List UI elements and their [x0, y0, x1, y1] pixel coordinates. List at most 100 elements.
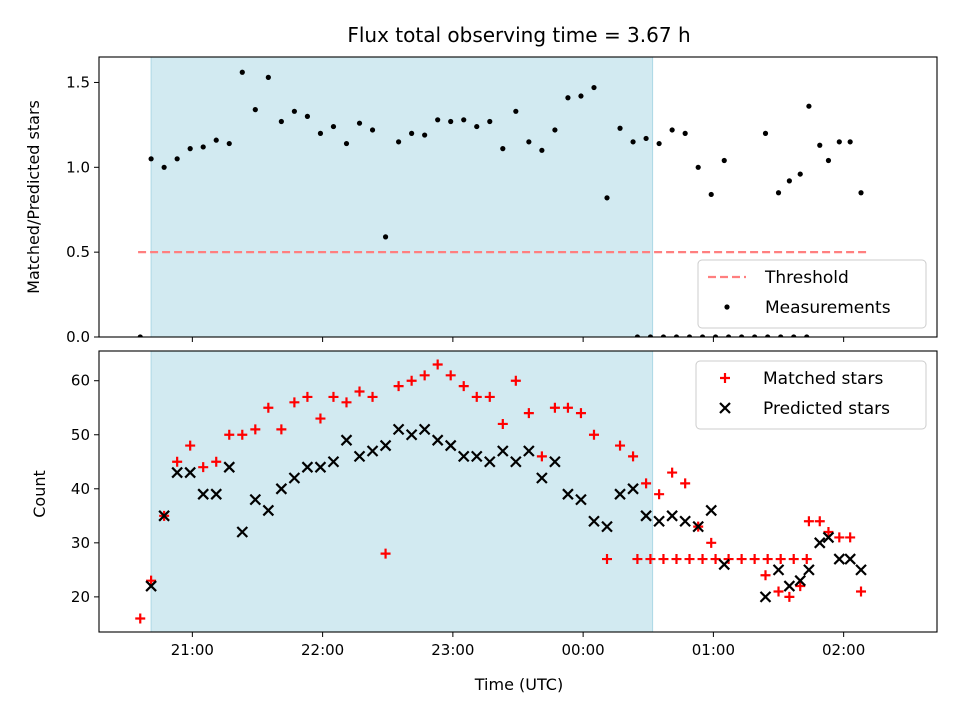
measurements-point	[252, 107, 258, 113]
measurements-point	[161, 164, 167, 170]
measurements-point	[739, 334, 745, 337]
measurements-point	[187, 146, 193, 152]
measurements-point	[382, 234, 389, 240]
predicted-stars-point	[431, 434, 444, 446]
measurements-point	[797, 171, 803, 177]
measurements-point	[804, 334, 810, 337]
x-tick-label: 21:00	[171, 641, 214, 659]
bottom-panel: 20 30 40 50 60 21:00 22:00 23:00 00:00 01:00 02:00…	[71, 350, 938, 659]
matched-stars-point	[834, 532, 845, 543]
predicted-stars-point	[679, 515, 691, 527]
measurements-point	[669, 127, 675, 133]
legend-label: Matched stars	[763, 369, 883, 389]
measurements-point	[239, 69, 245, 75]
predicted-stars-point	[145, 580, 157, 592]
measurements-point	[591, 84, 597, 91]
measurements-point	[762, 130, 769, 136]
x-axis-label: Time (UTC)	[474, 675, 563, 694]
top-data-layer	[137, 69, 870, 337]
predicted-stars-point	[327, 456, 340, 468]
bottom-y-tick-label: 60	[71, 372, 90, 390]
matched-stars-point	[380, 548, 391, 559]
predicted-stars-point	[653, 515, 665, 527]
measurements-point	[806, 103, 812, 109]
measurements-point	[369, 127, 376, 133]
measurements-point	[278, 118, 284, 125]
measurements-point	[656, 140, 662, 147]
matched-stars-point	[445, 370, 456, 381]
measurements-point	[148, 156, 154, 162]
x-tick-label: 01:00	[692, 641, 735, 659]
measurements-point	[634, 334, 641, 337]
matched-stars-point	[628, 451, 639, 462]
legend-measurements-swatch	[724, 304, 730, 310]
matched-stars-point	[315, 413, 326, 424]
predicted-stars-point	[640, 510, 652, 522]
bottom-y-tick-label: 50	[71, 426, 90, 444]
matched-stars-point	[602, 554, 613, 565]
matched-stars-point	[484, 391, 495, 402]
measurements-point	[682, 130, 688, 136]
matched-stars-point	[632, 554, 643, 565]
measurements-point	[539, 147, 545, 153]
matched-stars-point	[276, 424, 287, 435]
measurements-point	[721, 157, 727, 164]
matched-stars-point	[562, 402, 573, 413]
top-y-tick-label: 0.0	[66, 328, 90, 346]
matched-stars-point	[710, 554, 721, 565]
measurements-point	[660, 334, 667, 337]
predicted-stars-point	[275, 483, 288, 495]
bottom-y-axis-label: Count	[30, 470, 49, 518]
measurements-point	[708, 191, 714, 198]
x-tick-label: 02:00	[822, 641, 865, 659]
predicted-stars-point	[803, 564, 815, 576]
predicted-stars-point	[366, 445, 379, 457]
measurements-point	[226, 140, 232, 147]
matched-stars-point	[654, 489, 665, 500]
measurements-point	[578, 93, 584, 99]
legend-box	[695, 360, 927, 430]
matched-stars-point	[773, 586, 784, 597]
bottom-legend: Matched stars Predicted stars	[695, 360, 927, 430]
measurements-point	[673, 334, 680, 337]
predicted-stars-point	[353, 450, 366, 463]
measurements-point	[552, 127, 558, 133]
matched-stars-point	[406, 375, 417, 386]
matched-stars-point	[845, 532, 856, 543]
predicted-stars-point	[772, 564, 785, 576]
predicted-stars-point	[601, 520, 613, 533]
measurements-point	[695, 164, 701, 170]
predicted-stars-point	[405, 428, 418, 441]
predicted-stars-point	[236, 526, 249, 538]
matched-stars-point	[135, 613, 146, 624]
top-observing-window	[150, 56, 654, 338]
matched-stars-point	[172, 456, 183, 467]
measurements-point	[265, 74, 271, 80]
matched-stars-point	[302, 391, 313, 402]
measurements-point	[725, 334, 732, 337]
bottom-y-tick-label: 20	[71, 588, 90, 606]
predicted-stars-point	[813, 537, 826, 549]
predicted-stars-point	[418, 423, 431, 436]
matched-stars-point	[263, 402, 274, 413]
matched-stars-point	[736, 554, 747, 565]
legend-predicted-stars-swatch	[719, 402, 731, 414]
predicted-stars-point	[614, 488, 626, 500]
predicted-stars-point	[588, 515, 600, 527]
matched-stars-point	[784, 591, 795, 602]
predicted-stars-point	[562, 488, 574, 500]
matched-stars-point	[588, 429, 599, 440]
matched-stars-point	[354, 386, 365, 397]
x-tick-label: 00:00	[562, 641, 605, 659]
predicted-stars-point	[510, 456, 522, 468]
matched-stars-point	[497, 418, 508, 429]
matched-stars-point	[328, 391, 339, 402]
matched-stars-point	[706, 537, 717, 548]
measurements-point	[526, 139, 532, 145]
matched-stars-point	[697, 554, 708, 565]
measurements-point	[778, 334, 784, 337]
predicted-stars-point	[705, 504, 717, 517]
predicted-stars-point	[844, 553, 856, 565]
matched-stars-point	[289, 397, 300, 408]
measurements-point	[409, 130, 415, 136]
